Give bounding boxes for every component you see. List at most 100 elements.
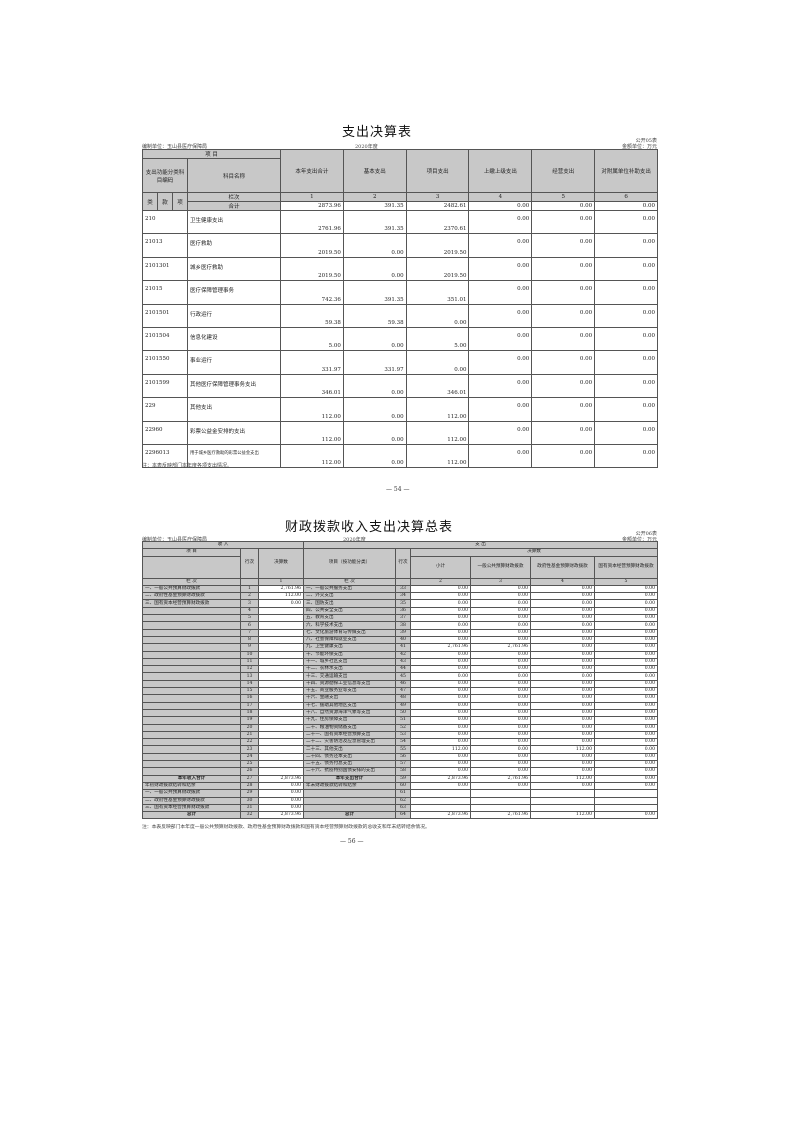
row-value: 112.00 [405,420,470,445]
income-item [142,665,241,674]
table-row: 三、国有资本经营预算财政拨款 31 0.00 63 [142,803,658,813]
expense-value: 0.00 [594,701,658,710]
table-row: 19 十九、住房保障支出 51 0.00 0.00 0.00 0.00 [142,716,658,725]
income-value [258,650,304,659]
table-row: 12 十二、农林水支出 44 0.00 0.00 0.00 0.00 [142,665,658,674]
header-col: 本年支出合计 [280,149,344,193]
row-value: 0.00 [342,256,407,282]
expense-item: 十三、交通运输支出 [303,672,396,681]
row-value: 112.00 [280,397,344,422]
row-value: 59.38 [280,303,344,328]
expense-value: 112.00 [530,745,595,754]
header-col: 经营支出 [531,149,596,193]
expense-value: 0.00 [530,635,595,645]
expense-value: 0.00 [410,599,471,608]
income-line: 2 [240,592,259,601]
expense-line: 54 [395,738,411,747]
expense-item: 二十五、债务付息支出 [303,759,396,769]
expense-value: 0.00 [410,781,471,791]
row-value: 0.00 [342,326,407,352]
row-value: 0.00 [594,256,658,282]
income-item: 三、国有资本经营预算财政拨款 [142,803,241,813]
expense-value: 0.00 [594,672,658,681]
row-value: 0.00 [594,420,658,445]
expense-line: 51 [395,716,411,725]
row-name: 医疗救助 [187,233,281,258]
row-code: 2101599 [142,373,188,399]
table-row: 21 二十一、国有资本经营预算支出 53 0.00 0.00 0.00 0.00 [142,730,658,740]
income-line: 14 [240,679,259,689]
row-value: 0.00 [531,209,596,235]
row-value: 0.00 [531,256,596,282]
expense-value: 0.00 [470,606,531,616]
income-item: 二、政府性基金预算财政拨款 [142,592,241,601]
table-row: 总计 32 2,873.96 总计 64 2,873.96 2,761.96 112.00 0.… [142,811,658,820]
income-value [258,730,304,740]
expense-value: 0.00 [410,621,471,630]
table-row: 13 十三、交通运输支出 45 0.00 0.00 0.00 0.00 [142,672,658,681]
total-value: 0.00 [468,201,533,211]
expense-item [303,789,396,798]
row-value: 0.00 [594,350,658,375]
header-col: 上缴上级支出 [468,149,533,193]
row-code: 229 [142,397,188,422]
row-value: 391.35 [342,209,407,235]
income-line: 26 [240,767,259,776]
table-row: 6 六、科学技术支出 38 0.00 0.00 0.00 0.00 [142,621,658,630]
expense-value: 0.00 [530,614,595,623]
table-row: 22960 彩票公益金安排的支出 112.00 0.00 112.00 0.00 0.00 0… [142,420,658,445]
row-value: 0.00 [594,280,658,305]
table-row: 本年收入合计 27 2,873.96 本年支出合计 59 2,873.96 2,761.96… [142,774,658,783]
income-value [258,687,304,696]
income-value [258,694,304,703]
row-value: 0.00 [531,326,596,352]
expense-value: 0.00 [594,811,658,820]
row-name: 其他支出 [187,397,281,422]
table-row: 25 二十五、债务付息支出 57 0.00 0.00 0.00 0.00 [142,759,658,769]
income-value [258,606,304,616]
expense-item: 一、一般公共服务支出 [303,584,396,594]
income-item: 本年收入合计 [142,774,241,783]
expense-value: 112.00 [410,745,471,754]
expense-value: 0.00 [470,657,531,667]
header-exp-item: 项目（按功能分类） [303,548,396,579]
row-code: 2101504 [142,326,188,352]
header-col: 政府性基金预算财政拨款 [530,555,595,579]
income-line: 29 [240,789,259,798]
page2-title: 财政拨款收入支出决算总表 [285,520,454,535]
income-line: 1 [240,584,259,594]
income-value [258,679,304,689]
expense-value: 0.00 [470,752,531,762]
lanci-label: 栏 次 [303,577,396,586]
col-num: 4 [468,192,533,202]
income-line: 13 [240,672,259,681]
row-value: 0.00 [342,443,407,469]
table-row: 10 十、节能环保支出 42 0.00 0.00 0.00 0.00 [142,650,658,659]
expense-value: 0.00 [470,767,531,776]
expense-value: 0.00 [470,628,531,637]
income-line: 20 [240,723,259,732]
expense-value: 0.00 [530,767,595,776]
table-row: 21015 医疗保障管理事务 742.36 391.35 351.01 0.00 0.00 0… [142,280,658,305]
row-value: 0.00 [468,420,533,445]
income-line: 22 [240,738,259,747]
page1-number: — 54 — [386,486,410,493]
expense-item [303,796,396,805]
table-row: 229 其他支出 112.00 0.00 112.00 0.00 0.00 0.00 [142,397,658,422]
expense-line: 35 [395,599,411,608]
page1-note: 注：本表反映部门本年度各项支出情况。 [142,463,233,469]
expense-line: 48 [395,694,411,703]
col-num: 2 [342,192,407,202]
expense-value: 112.00 [530,811,595,820]
income-value [258,723,304,732]
income-value: 2,873.96 [258,774,304,783]
expense-value: 0.00 [470,621,531,630]
table-row: 2101599 其他医疗保障管理事务支出 346.01 0.00 346.01 0.00 0… [142,373,658,399]
row-value: 0.00 [594,233,658,258]
expense-value: 0.00 [470,592,531,601]
expense-item: 十五、商业服务业等支出 [303,687,396,696]
expense-value: 0.00 [530,628,595,637]
header-col: 小计 [410,555,471,579]
row-value: 2019.50 [280,256,344,282]
col-num: 3 [470,577,531,586]
